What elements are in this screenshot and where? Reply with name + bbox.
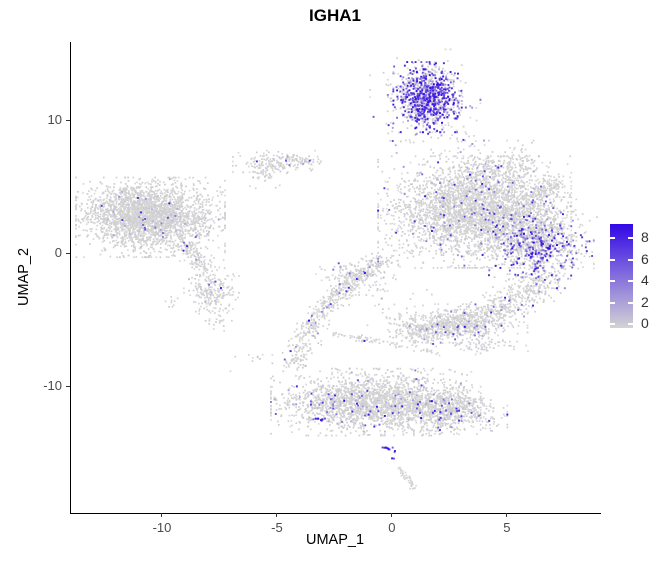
- legend-tick-mark: [610, 323, 615, 326]
- legend-tick-mark: [628, 301, 633, 304]
- legend-tick-label: 8: [641, 229, 649, 246]
- x-tick-label: 5: [503, 520, 511, 535]
- legend-tick-mark: [628, 237, 633, 240]
- legend-tick-label: 2: [641, 293, 649, 310]
- x-tick-mark: [276, 513, 278, 517]
- legend-tick-mark: [628, 323, 633, 326]
- x-tick-mark: [506, 513, 508, 517]
- y-axis-title: UMAP_2: [16, 247, 32, 307]
- x-tick-label: -5: [271, 520, 283, 535]
- x-tick-label: -10: [152, 520, 172, 535]
- expression-colorbar-legend: 8 6 4 2 0: [610, 224, 672, 344]
- y-tick-label: -10: [43, 378, 62, 394]
- y-tick-mark: [66, 119, 70, 121]
- legend-tick-mark: [610, 280, 615, 283]
- y-tick-label: 0: [54, 245, 62, 261]
- x-axis-title: UMAP_1: [305, 532, 365, 548]
- legend-tick-mark: [610, 301, 615, 304]
- legend-tick-mark: [628, 280, 633, 283]
- y-tick-mark: [66, 385, 70, 387]
- legend-tick-mark: [610, 258, 615, 261]
- legend-tick-label: 4: [641, 272, 649, 289]
- legend-tick-mark: [628, 258, 633, 261]
- x-tick-label: 0: [388, 520, 396, 535]
- y-tick-mark: [66, 252, 70, 254]
- x-tick-mark: [161, 513, 163, 517]
- colorbar-gradient: [610, 224, 633, 328]
- x-tick-mark: [391, 513, 393, 517]
- y-axis-line: [70, 42, 71, 513]
- legend-tick-label: 0: [641, 315, 649, 332]
- y-tick-label: 10: [47, 112, 62, 128]
- legend-tick-label: 6: [641, 250, 649, 267]
- x-axis-line: [70, 513, 601, 514]
- legend-tick-mark: [610, 237, 615, 240]
